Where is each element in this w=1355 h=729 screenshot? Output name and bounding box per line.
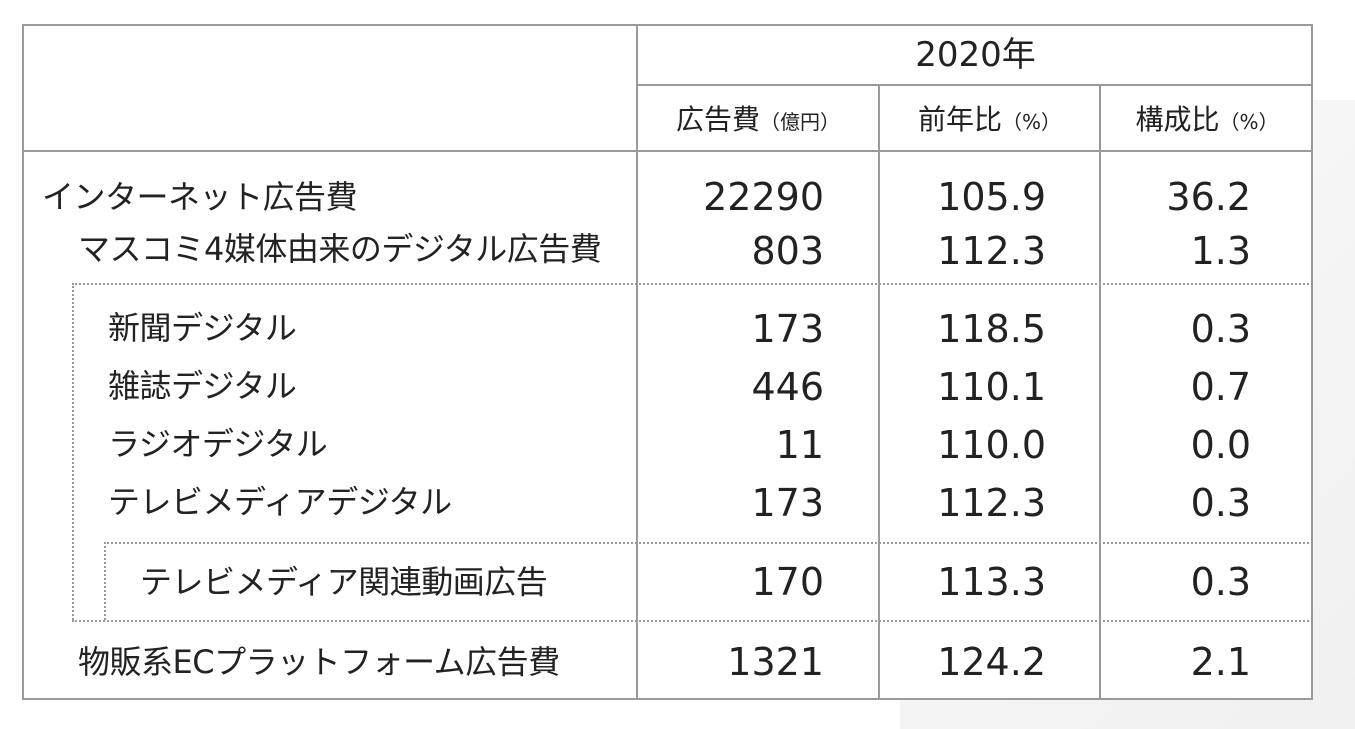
video-group-left-border (104, 542, 106, 620)
ad-spend-table: 2020年 広告費（億円） 前年比（%） 構成比（%） インターネット広告費 2… (22, 24, 1313, 700)
header-ad-cost-unit: （億円） (760, 110, 840, 134)
ad-cost-value: 11 (775, 423, 824, 467)
row-label: 物販系ECプラットフォーム広告費 (78, 643, 560, 681)
yoy-value: 110.1 (937, 365, 1046, 409)
share-value: 2.1 (1190, 640, 1251, 684)
ad-cost-value: 1321 (727, 640, 824, 684)
header-divider (636, 84, 1313, 86)
yoy-value: 124.2 (937, 640, 1046, 684)
digital-group-left-border (72, 283, 74, 620)
yoy-value: 112.3 (937, 481, 1046, 525)
row-label: 新聞デジタル (108, 309, 297, 347)
share-value: 0.3 (1190, 307, 1251, 351)
share-value: 0.7 (1190, 365, 1251, 409)
share-value: 0.3 (1190, 560, 1251, 604)
ad-cost-value: 22290 (703, 175, 824, 219)
header-share-unit: （%） (1219, 110, 1279, 134)
header-ad-cost: 広告費（億円） (638, 106, 878, 134)
row-label: テレビメディアデジタル (108, 483, 452, 521)
row-label: 雑誌デジタル (108, 367, 297, 405)
row-label: インターネット広告費 (42, 178, 358, 216)
share-value: 1.3 (1190, 229, 1251, 273)
header-share-label: 構成比 (1135, 103, 1220, 136)
header-yoy-label: 前年比 (917, 103, 1002, 136)
ad-cost-value: 173 (751, 307, 824, 351)
yoy-value: 112.3 (937, 229, 1046, 273)
header-yoy-unit: （%） (1002, 110, 1062, 134)
row-label: テレビメディア関連動画広告 (140, 563, 548, 601)
header-ad-cost-label: 広告費 (675, 103, 760, 136)
ad-cost-value: 446 (751, 365, 824, 409)
ad-cost-value: 173 (751, 481, 824, 525)
yoy-column-border (1099, 84, 1101, 698)
row-label: マスコミ4媒体由来のデジタル広告費 (78, 230, 602, 268)
ad-column-border (878, 84, 880, 698)
ad-cost-value: 170 (751, 560, 824, 604)
ad-cost-value: 803 (751, 229, 824, 273)
label-column-border (636, 26, 638, 698)
yoy-value: 118.5 (937, 307, 1046, 351)
header-share: 構成比（%） (1101, 106, 1313, 134)
digital-group-top-border (72, 283, 1313, 285)
yoy-value: 110.0 (937, 423, 1046, 467)
yoy-value: 105.9 (937, 175, 1046, 219)
yoy-value: 113.3 (937, 560, 1046, 604)
share-value: 0.3 (1190, 481, 1251, 525)
digital-group-bottom-border (72, 620, 1313, 622)
share-value: 36.2 (1166, 175, 1251, 219)
video-group-top-border (104, 542, 1313, 544)
header-yoy: 前年比（%） (880, 106, 1099, 134)
header-year: 2020年 (915, 35, 1036, 75)
share-value: 0.0 (1190, 423, 1251, 467)
header-bottom-border (24, 150, 1313, 152)
row-label: ラジオデジタル (108, 425, 328, 463)
